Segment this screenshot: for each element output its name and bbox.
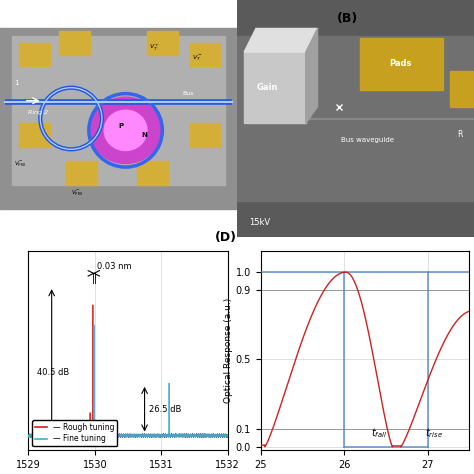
Text: P: P bbox=[118, 123, 123, 128]
Bar bbox=[59, 31, 90, 55]
Text: Bus: Bus bbox=[182, 91, 194, 96]
Bar bbox=[360, 38, 443, 90]
Text: Bus waveguide: Bus waveguide bbox=[341, 137, 394, 144]
Text: $V_{PIN}^-$: $V_{PIN}^-$ bbox=[14, 160, 26, 169]
Text: Gain: Gain bbox=[257, 83, 279, 92]
Text: (D): (D) bbox=[215, 231, 237, 244]
Text: $V_T^-$: $V_T^-$ bbox=[192, 53, 203, 63]
Text: 15kV: 15kV bbox=[249, 218, 270, 227]
Bar bbox=[137, 161, 168, 185]
Text: 26.5 dB: 26.5 dB bbox=[149, 405, 182, 414]
Polygon shape bbox=[0, 28, 237, 209]
Bar bbox=[66, 161, 97, 185]
Text: $t_{rise}$: $t_{rise}$ bbox=[425, 426, 443, 440]
Bar bbox=[147, 31, 178, 55]
Text: $V_{PIN}^-$: $V_{PIN}^-$ bbox=[71, 188, 83, 198]
Text: Ring 2: Ring 2 bbox=[28, 110, 48, 115]
Polygon shape bbox=[12, 36, 225, 185]
Bar bbox=[19, 123, 50, 147]
Text: 1: 1 bbox=[14, 80, 18, 86]
Text: 0.03 nm: 0.03 nm bbox=[97, 263, 132, 272]
Legend: — Rough tuning, — Fine tuning: — Rough tuning, — Fine tuning bbox=[32, 420, 118, 447]
Ellipse shape bbox=[90, 97, 161, 164]
Bar bbox=[19, 43, 50, 66]
Text: 40.5 dB: 40.5 dB bbox=[37, 368, 69, 377]
Polygon shape bbox=[306, 28, 318, 123]
Text: (B): (B) bbox=[337, 12, 358, 25]
Bar bbox=[190, 123, 220, 147]
Bar bbox=[450, 71, 474, 107]
Text: $V_T^+$: $V_T^+$ bbox=[149, 43, 160, 53]
Bar bbox=[244, 52, 306, 123]
Text: $t_{fall}$: $t_{fall}$ bbox=[371, 426, 387, 440]
Bar bbox=[237, 36, 474, 201]
Polygon shape bbox=[244, 28, 318, 52]
Y-axis label: Optical Response (a.u.): Optical Response (a.u.) bbox=[224, 298, 233, 403]
Bar bbox=[190, 43, 220, 66]
Ellipse shape bbox=[104, 110, 147, 151]
Text: R: R bbox=[457, 130, 463, 139]
Text: Pads: Pads bbox=[389, 60, 412, 68]
Text: N: N bbox=[142, 132, 147, 138]
